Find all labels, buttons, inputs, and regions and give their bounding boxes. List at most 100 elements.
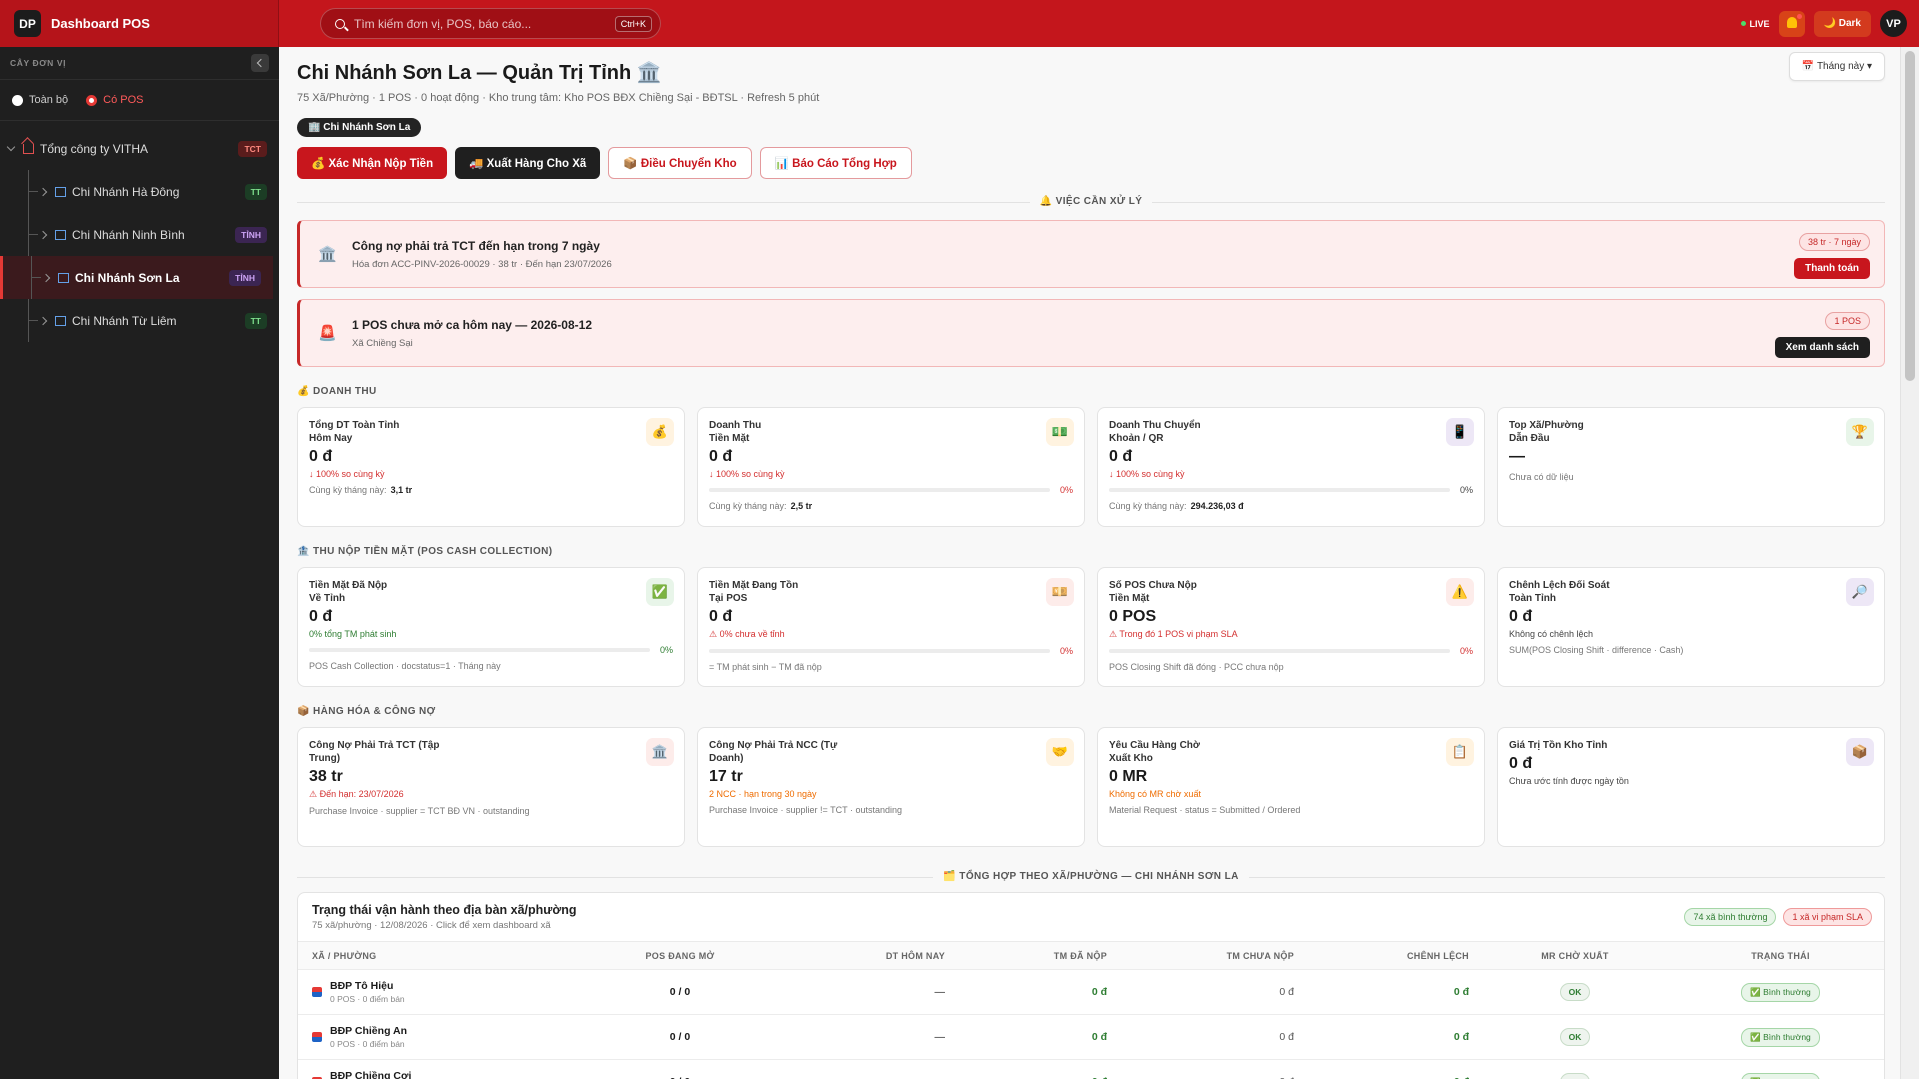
tree-item[interactable]: Chi Nhánh Ninh Bình TỈNH (0, 213, 279, 256)
action-button[interactable]: 📊 Báo Cáo Tổng Hợp (759, 147, 912, 179)
search-icon (335, 18, 345, 29)
kpi-card[interactable]: Doanh Thu Tiền Mặt 💵 0 đ ↓ 100% so cùng kỳ 0… (697, 407, 1085, 527)
scrollbar-thumb[interactable] (1905, 51, 1915, 381)
alert-badge: 1 POS (1825, 312, 1870, 330)
section-title: 🏦 THU NỘP TIỀN MẶT (POS CASH COLLECTION) (297, 546, 553, 557)
shortcut-hint: Ctrl+K (614, 15, 652, 32)
sidebar-title: CÂY ĐƠN VỊ (10, 58, 67, 68)
note-text: Purchase Invoice · supplier != TCT · out… (709, 805, 903, 815)
kpi-note: Chưa có dữ liệu (1509, 472, 1873, 482)
alert-button[interactable]: Thanh toán (1794, 258, 1870, 279)
collapse-button[interactable] (251, 54, 269, 72)
kpi-card[interactable]: Tiền Mặt Đang Tồn Tại POS 💴 0 đ ⚠ 0% chưa v… (697, 567, 1085, 687)
table-cell: 0 / 0 (669, 986, 691, 998)
alert-title: Công nợ phải trả TCT đến hạn trong 7 ngà… (352, 238, 600, 253)
kpi-note: Cùng kỳ tháng này: 3,1 tr (309, 485, 673, 495)
kpi-value: 0 POS (1109, 608, 1157, 625)
tree-item[interactable]: Chi Nhánh Từ Liêm TT (0, 299, 279, 342)
filter-label: Có POS (103, 94, 144, 106)
alert-badge: 38 tr · 7 ngày (1798, 233, 1870, 251)
kpi-label: Doanh Thu Chuyển Khoản / QR (1109, 420, 1201, 444)
action-button[interactable]: 🚚 Xuất Hàng Cho Xã (455, 147, 601, 179)
sidebar: CÂY ĐƠN VỊ Toàn bộ Có POS Tổng công ty VITH… (0, 47, 279, 1079)
cell-pill: ✅ Bình thường (1741, 1072, 1820, 1079)
period-button[interactable]: 📅 Tháng này ▾ (1788, 52, 1885, 81)
tree-item[interactable]: Chi Nhánh Sơn La TỈNH (0, 256, 273, 299)
kpi-icon: 📋 (1446, 738, 1474, 766)
action-button[interactable]: 💰 Xác Nhận Nộp Tiền (297, 147, 448, 179)
table-cell: — (784, 1076, 949, 1079)
note-text: Cùng kỳ tháng này: (709, 501, 787, 511)
tree-item[interactable]: Tổng công ty VITHA TCT (0, 127, 279, 170)
note-text: SUM(POS Closing Shift · difference · Cas… (1509, 645, 1684, 655)
post-icon (312, 987, 322, 997)
alert-card: 🏛️ Công nợ phải trả TCT đến hạn trong 7 n… (297, 220, 1885, 288)
sidebar-header: CÂY ĐƠN VỊ (0, 47, 279, 80)
building-icon (55, 315, 66, 326)
table-cell: 0 / 0 (576, 1076, 784, 1079)
kpi-value: 17 tr (709, 768, 743, 785)
kpi-icon: 💵 (1046, 418, 1074, 446)
table-cell: ✅ Bình thường (1677, 1027, 1884, 1047)
kpi-card[interactable]: Tiền Mặt Đã Nộp Về Tỉnh ✅ 0 đ 0% tổng TM ph… (297, 567, 685, 687)
unit-name: BĐP Chiềng Cơi (330, 1070, 412, 1079)
alert-actions: 38 tr · 7 ngày Thanh toán (1794, 233, 1870, 279)
kpi-card[interactable]: Chênh Lệch Đối Soát Toàn Tỉnh 🔎 0 đ Không c… (1497, 567, 1885, 687)
progress-track (709, 649, 1050, 653)
filter-option[interactable]: Toàn bộ (12, 94, 68, 106)
kpi-card[interactable]: Tổng DT Toàn Tỉnh Hôm Nay 💰 0 đ ↓ 100% so c… (297, 407, 685, 527)
tree-label: Chi Nhánh Hà Đông (72, 184, 180, 199)
kpi-card[interactable]: Giá Trị Tồn Kho Tỉnh 📦 0 đ Chưa ước tính đư… (1497, 727, 1885, 847)
kpi-card[interactable]: Công Nợ Phải Trả NCC (Tự Doanh) 🤝 17 tr 2 N… (697, 727, 1085, 847)
search-box[interactable]: Tìm kiếm đơn vị, POS, báo cáo... Ctrl+K (320, 8, 661, 39)
status-badge: 1 xã vi phạm SLA (1783, 908, 1872, 926)
kpi-card[interactable]: Công Nợ Phải Trả TCT (Tập Trung) 🏛️ 38 tr ⚠… (297, 727, 685, 847)
column-header: TRẠNG THÁI (1751, 950, 1810, 961)
filter-option[interactable]: Có POS (86, 94, 144, 106)
kpi-card[interactable]: Số POS Chưa Nộp Tiền Mặt ⚠️ 0 POS ⚠ Trong đ… (1097, 567, 1485, 687)
alert-text: Công nợ phải trả TCT đến hạn trong 7 ngà… (352, 239, 612, 270)
section-title: 🔔 VIỆC CẦN XỬ LÝ (297, 196, 1885, 208)
live-indicator: LIVE (1741, 19, 1770, 29)
table-heading: Trạng thái vận hành theo địa bàn xã/phườ… (312, 903, 577, 931)
cell-pill: ✅ Bình thường (1741, 1027, 1820, 1047)
kpi-card[interactable]: Yêu Cầu Hàng Chờ Xuất Kho 📋 0 MR Không có M… (1097, 727, 1485, 847)
table-row[interactable]: BĐP Chiềng An 0 POS · 0 điểm bán 0 / 0 — 0 đ… (298, 1015, 1884, 1060)
kpi-note: Purchase Invoice · supplier != TCT · out… (709, 805, 1073, 815)
kpi-label: Công Nợ Phải Trả TCT (Tập Trung) (309, 740, 440, 764)
unit-name: BĐP Tô Hiệu (330, 980, 394, 992)
alert-icon: 🚨 (318, 325, 337, 342)
theme-toggle[interactable]: 🌙 Dark (1813, 10, 1871, 37)
unit-text: BĐP Chiềng Cơi0 POS · 0 điểm bán (330, 1070, 411, 1079)
post-icon (312, 1032, 322, 1042)
unit-chip[interactable]: 🏢 Chi Nhánh Sơn La (297, 118, 422, 137)
notification-button[interactable] (1778, 10, 1805, 37)
table-subtitle: 75 xã/phường · 12/08/2026 · Click để xem… (312, 920, 551, 931)
chevron (6, 142, 16, 152)
kpi-delta: 0% tổng TM phát sinh (309, 629, 397, 639)
kpi-delta: Không có chênh lệch (1509, 629, 1594, 639)
alert-icon: 🏛️ (318, 246, 337, 263)
kpi-card[interactable]: Doanh Thu Chuyển Khoản / QR 📱 0 đ ↓ 100% so… (1097, 407, 1485, 527)
alert-detail: Hóa đơn ACC-PINV-2026-00029 · 38 tr · Đế… (352, 258, 612, 270)
avatar[interactable]: VP (1880, 10, 1907, 37)
filters: Toàn bộ Có POS (0, 80, 279, 121)
kpi-label: Giá Trị Tồn Kho Tỉnh (1509, 740, 1608, 751)
table-row[interactable]: BĐP Tô Hiệu 0 POS · 0 điểm bán 0 / 0 — 0 đ 0 … (298, 970, 1884, 1015)
unit-cell: BĐP Chiềng An 0 POS · 0 điểm bán (298, 1025, 576, 1049)
tree-item[interactable]: Chi Nhánh Hà Đông TT (0, 170, 279, 213)
progress-track (1109, 649, 1450, 653)
kpi-value: 0 MR (1109, 768, 1148, 785)
progress-label: 0% (1459, 646, 1473, 656)
kpi-delta: ⚠ Trong đó 1 POS vi phạm SLA (1109, 629, 1238, 639)
tree-label: Chi Nhánh Ninh Bình (72, 227, 185, 242)
action-button[interactable]: 📦 Điều Chuyển Kho (608, 147, 752, 179)
kpi-label: Doanh Thu Tiền Mặt (709, 420, 762, 444)
kpi-delta: 2 NCC · hạn trong 30 ngày (709, 789, 817, 799)
cell-pill: OK (1559, 1073, 1591, 1079)
kpi-icon: 🤝 (1046, 738, 1074, 766)
alert-button[interactable]: Xem danh sách (1774, 337, 1870, 358)
kpi-card[interactable]: Top Xã/Phường Dẫn Đầu 🏆 — Chưa có dữ liệu (1497, 407, 1885, 527)
note-text: Purchase Invoice · supplier = TCT BĐ VN … (309, 806, 530, 816)
